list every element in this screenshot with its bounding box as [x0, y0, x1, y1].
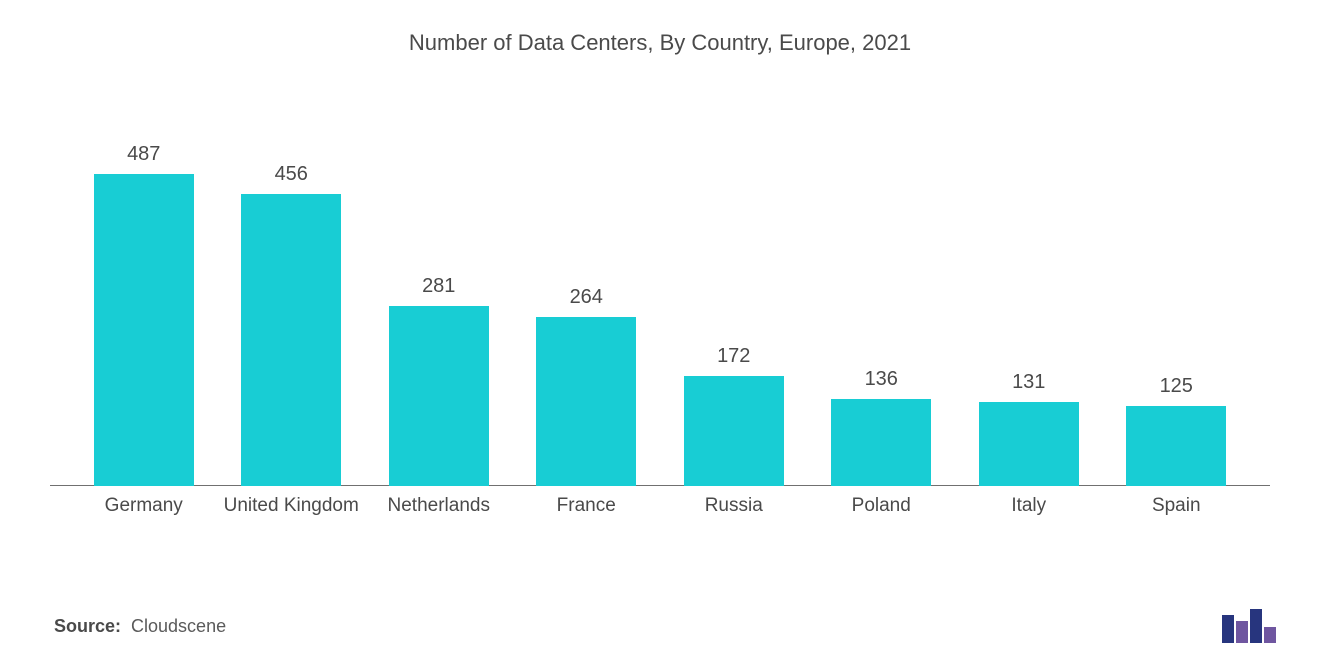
- bar-rect: [94, 174, 194, 486]
- bar-value-label: 264: [570, 286, 603, 309]
- bar-col: 456 United Kingdom: [218, 116, 366, 536]
- bar-value-label: 281: [422, 275, 455, 298]
- source-name: Cloudscene: [131, 616, 226, 637]
- bar-col: 131 Italy: [955, 116, 1103, 536]
- bar-col: 487 Germany: [70, 116, 218, 536]
- bar-rect: [241, 194, 341, 486]
- bar-value-label: 487: [127, 143, 160, 166]
- bar-rect: [536, 317, 636, 486]
- bar-value-label: 131: [1012, 371, 1045, 394]
- bar-col: 281 Netherlands: [365, 116, 513, 536]
- chart-container: Number of Data Centers, By Country, Euro…: [0, 0, 1320, 665]
- bar-category-label: United Kingdom: [221, 494, 361, 518]
- bar-rect: [831, 399, 931, 486]
- bar-category-label: Spain: [1106, 494, 1246, 518]
- bar-col: 136 Poland: [808, 116, 956, 536]
- chart-title: Number of Data Centers, By Country, Euro…: [50, 30, 1270, 56]
- source-footer: Source: Cloudscene: [54, 616, 226, 637]
- bar-col: 172 Russia: [660, 116, 808, 536]
- bar-rect: [1126, 406, 1226, 486]
- brand-logo-icon: [1222, 607, 1278, 643]
- bar-category-label: Netherlands: [369, 494, 509, 518]
- bar-rect: [389, 306, 489, 486]
- bar-col: 125 Spain: [1103, 116, 1251, 536]
- bar-rect: [684, 376, 784, 486]
- bar-category-label: Germany: [74, 494, 214, 518]
- bar-value-label: 125: [1160, 375, 1193, 398]
- bar-value-label: 136: [865, 368, 898, 391]
- bar-category-label: France: [516, 494, 656, 518]
- bar-value-label: 172: [717, 345, 750, 368]
- bar-category-label: Poland: [811, 494, 951, 518]
- bar-category-label: Russia: [664, 494, 804, 518]
- bar-col: 264 France: [513, 116, 661, 536]
- bar-value-label: 456: [275, 163, 308, 186]
- source-label: Source:: [54, 616, 121, 637]
- bar-rect: [979, 402, 1079, 486]
- bar-plot-area: 487 Germany 456 United Kingdom 281 Nethe…: [50, 116, 1270, 536]
- bar-category-label: Italy: [959, 494, 1099, 518]
